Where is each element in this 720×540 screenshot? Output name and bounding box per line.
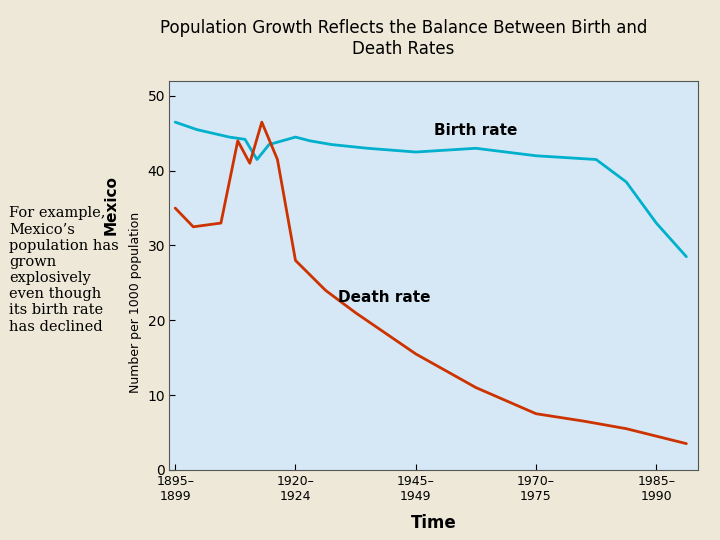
Text: For example,
Mexico’s
population has
grown
explosively
even though
its birth rat: For example, Mexico’s population has gro…	[9, 206, 119, 334]
Text: Number per 1000 population: Number per 1000 population	[129, 212, 142, 393]
Text: Birth rate: Birth rate	[433, 123, 517, 138]
Text: Mexico: Mexico	[104, 176, 119, 235]
Text: Death rate: Death rate	[338, 289, 430, 305]
X-axis label: Time: Time	[411, 515, 456, 532]
Text: Population Growth Reflects the Balance Between Birth and
Death Rates: Population Growth Reflects the Balance B…	[160, 19, 647, 58]
